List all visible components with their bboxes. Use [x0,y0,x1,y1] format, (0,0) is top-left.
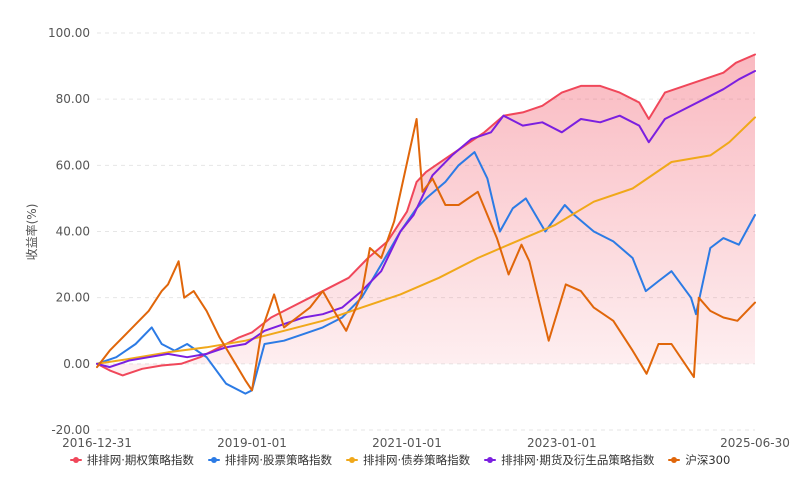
x-tick-label: 2023-01-01 [527,436,597,450]
x-tick-label: 2025-06-30 [720,436,790,450]
legend-label: 排排网·股票策略指数 [224,453,333,467]
x-tick-label: 2019-01-01 [217,436,287,450]
legend-label: 排排网·债券策略指数 [363,453,471,467]
legend-swatch [484,457,497,463]
x-axis: 2016-12-31 2019-01-01 2021-01-01 2023-01-01… [62,436,790,450]
y-tick-label: 100.00 [48,26,90,40]
series-line [96,70,756,369]
legend-item[interactable]: 排排网·期权策略指数 [69,452,194,468]
y-tick-label: -20.00 [51,423,90,437]
series-line [96,151,756,395]
series-line [96,116,756,365]
legend-item[interactable]: 沪深300 [668,452,730,468]
y-axis: 100.00 80.00 60.00 40.00 20.00 0.00 -20.00 [48,26,90,437]
legend: 排排网·期权策略指数 排排网·股票策略指数 排排网·债券策略指数 排排网·期货及衍生品… [0,452,800,468]
x-tick-label: 2016-12-31 [62,436,132,450]
legend-swatch [346,457,359,463]
legend-item[interactable]: 排排网·股票策略指数 [207,452,333,468]
y-tick-label: 0.00 [63,357,90,371]
y-tick-label: 40.00 [56,225,90,239]
legend-item[interactable]: 排排网·债券策略指数 [346,452,470,468]
y-axis-label: 收益率(%) [24,204,39,261]
series-area [97,54,755,376]
legend-label: 沪深300 [685,453,731,467]
area-fills [97,54,755,376]
legend-label: 排排网·期权策略指数 [86,453,194,467]
x-tick-label: 2021-01-01 [372,436,442,450]
legend-swatch [207,457,220,463]
y-tick-label: 20.00 [56,291,90,305]
legend-item[interactable]: 排排网·期货及衍生品策略指数 [484,452,654,468]
series-line [96,118,756,392]
legend-label: 排排网·期货及衍生品策略指数 [501,453,655,467]
y-tick-label: 80.00 [56,92,90,106]
legend-swatch [668,457,681,463]
series-lines [96,53,756,395]
legend-swatch [69,457,82,463]
y-tick-label: 60.00 [56,158,90,172]
